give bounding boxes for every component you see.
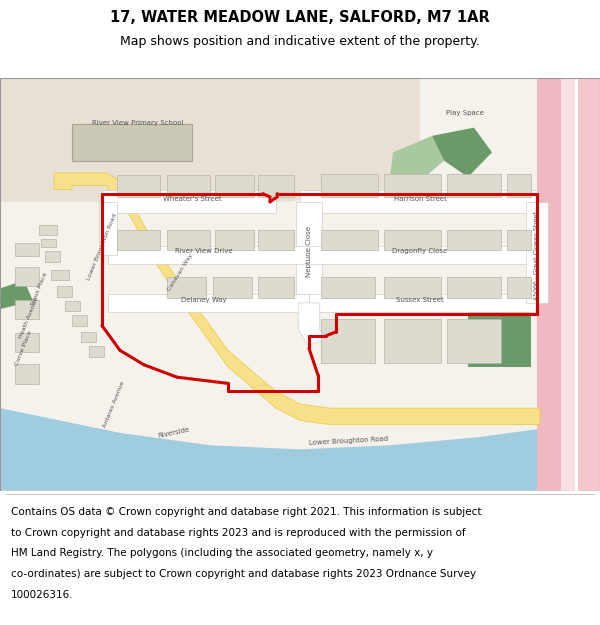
Bar <box>15 267 39 286</box>
Polygon shape <box>390 136 444 181</box>
Text: Lower Broughton Road: Lower Broughton Road <box>86 213 118 281</box>
Bar <box>384 319 441 362</box>
Text: A5066 - Great Clowes Street: A5066 - Great Clowes Street <box>535 211 539 300</box>
Bar <box>384 174 441 197</box>
Text: 17, WATER MEADOW LANE, SALFORD, M7 1AR: 17, WATER MEADOW LANE, SALFORD, M7 1AR <box>110 10 490 25</box>
Bar <box>578 78 600 491</box>
Text: Lower Broughton Road: Lower Broughton Road <box>308 436 388 446</box>
Polygon shape <box>330 161 420 189</box>
Bar <box>117 229 160 250</box>
Bar <box>507 229 531 250</box>
Bar <box>167 229 210 250</box>
Bar <box>384 278 441 298</box>
Polygon shape <box>296 202 322 303</box>
Bar <box>65 301 80 311</box>
Text: 100026316.: 100026316. <box>11 590 73 600</box>
Bar <box>117 176 160 197</box>
Bar <box>213 278 252 298</box>
Text: Harrison Street: Harrison Street <box>394 196 446 202</box>
Polygon shape <box>432 127 492 177</box>
Bar <box>447 278 501 298</box>
Bar <box>321 229 378 250</box>
Bar <box>215 229 254 250</box>
Polygon shape <box>108 246 309 264</box>
Text: River View Drive: River View Drive <box>175 248 233 254</box>
Text: co-ordinates) are subject to Crown copyright and database rights 2023 Ordnance S: co-ordinates) are subject to Crown copyr… <box>11 569 476 579</box>
Bar <box>321 319 375 362</box>
Bar <box>39 224 57 235</box>
Bar <box>57 286 72 297</box>
Bar <box>72 315 87 326</box>
Bar <box>507 278 531 298</box>
Bar <box>15 243 39 256</box>
Bar <box>575 78 578 491</box>
Bar <box>167 278 206 298</box>
Text: Neptune Close: Neptune Close <box>306 226 312 277</box>
Bar <box>15 299 39 319</box>
Text: Heath Avenue: Heath Avenue <box>18 296 40 339</box>
Polygon shape <box>309 246 537 264</box>
Bar <box>537 78 561 491</box>
Text: to Crown copyright and database rights 2023 and is reproduced with the permissio: to Crown copyright and database rights 2… <box>11 528 466 538</box>
Bar <box>15 332 39 352</box>
Text: Dragonfly Close: Dragonfly Close <box>392 248 448 254</box>
Polygon shape <box>0 78 420 202</box>
Text: Curve Place: Curve Place <box>15 330 33 366</box>
Polygon shape <box>108 294 309 312</box>
Text: Riverside: Riverside <box>158 427 190 439</box>
Polygon shape <box>309 294 537 312</box>
Text: Map shows position and indicative extent of the property.: Map shows position and indicative extent… <box>120 36 480 48</box>
Bar <box>258 278 294 298</box>
Bar <box>41 239 56 248</box>
Bar <box>258 176 294 197</box>
Polygon shape <box>0 280 33 309</box>
Bar <box>561 78 576 491</box>
Bar <box>215 176 254 197</box>
Text: Wheater's Street: Wheater's Street <box>163 196 221 202</box>
Polygon shape <box>298 303 328 346</box>
Polygon shape <box>99 202 117 254</box>
Text: Canavan Way: Canavan Way <box>166 253 194 292</box>
Bar <box>321 174 378 197</box>
Bar <box>447 174 501 197</box>
Text: Delaney Way: Delaney Way <box>181 297 227 303</box>
Polygon shape <box>54 173 540 424</box>
Text: Sinus Place: Sinus Place <box>30 271 48 306</box>
Bar <box>447 229 501 250</box>
Bar <box>89 346 104 356</box>
Text: HM Land Registry. The polygons (including the associated geometry, namely x, y: HM Land Registry. The polygons (includin… <box>11 548 433 558</box>
Polygon shape <box>526 202 548 303</box>
Bar <box>384 229 441 250</box>
Bar <box>81 332 96 342</box>
Text: Sussex Street: Sussex Street <box>396 297 444 303</box>
Bar <box>15 364 39 384</box>
Bar <box>321 278 375 298</box>
Polygon shape <box>300 191 537 213</box>
Text: Play Space: Play Space <box>446 110 484 116</box>
Text: Contains OS data © Crown copyright and database right 2021. This information is : Contains OS data © Crown copyright and d… <box>11 507 481 517</box>
Text: River View Primary School: River View Primary School <box>92 121 184 126</box>
Bar <box>468 309 531 367</box>
Bar <box>507 174 531 197</box>
Bar <box>447 319 501 362</box>
Bar <box>167 176 210 197</box>
Polygon shape <box>102 191 276 213</box>
Bar <box>258 229 294 250</box>
Bar <box>51 270 69 280</box>
Text: Antares Avenue: Antares Avenue <box>103 380 125 428</box>
Bar <box>72 124 192 161</box>
Polygon shape <box>0 408 600 491</box>
Bar <box>45 251 60 262</box>
